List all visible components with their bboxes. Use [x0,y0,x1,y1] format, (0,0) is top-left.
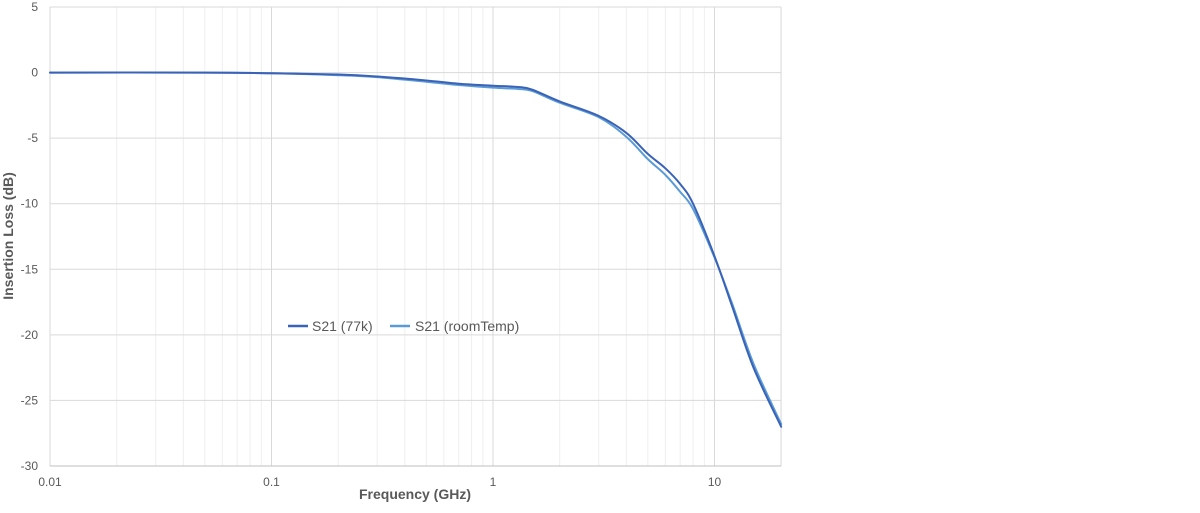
series-lines [49,71,783,428]
y-tick-label: 5 [31,0,38,14]
series-line-roomtemp [49,71,783,426]
x-axis-title: Frequency (GHz) [359,486,471,502]
major-gridlines [49,6,782,467]
y-axis-title: Insertion Loss (dB) [0,172,16,300]
x-axis-tick-labels: 0.01 0.1 1 10 [38,475,721,489]
x-tick-label: 10 [708,475,722,489]
x-tick-label: 0.01 [38,475,62,489]
x-tick-label: 1 [490,475,497,489]
y-tick-label: -30 [21,459,39,473]
x-tick-label: 0.1 [263,475,280,489]
legend: S21 (77k) S21 (roomTemp) [288,318,519,334]
y-tick-label: -20 [21,328,39,342]
y-tick-label: 0 [31,66,38,80]
y-tick-label: -5 [27,131,38,145]
y-tick-label: -15 [21,262,39,276]
legend-label: S21 (roomTemp) [415,318,519,334]
y-tick-label: -25 [21,393,39,407]
y-tick-label: -10 [21,197,39,211]
minor-gridlines [116,7,782,466]
legend-label: S21 (77k) [312,318,373,334]
y-axis-tick-labels: 5 0 -5 -10 -15 -20 -25 -30 [21,0,39,473]
series-line-77k [49,71,783,428]
